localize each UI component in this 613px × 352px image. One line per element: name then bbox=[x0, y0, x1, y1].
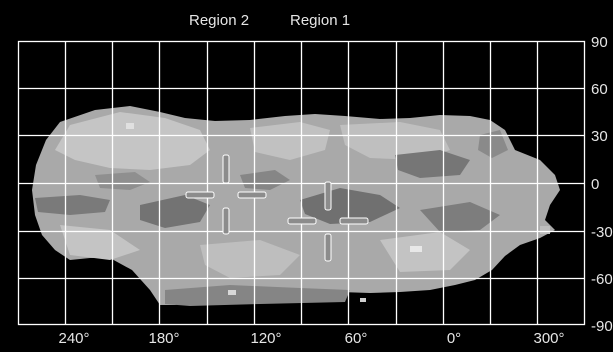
bright-patch bbox=[360, 298, 366, 302]
mosaic-light-1 bbox=[55, 112, 210, 170]
mosaic-dark-2 bbox=[140, 195, 210, 228]
region-1-label: Region 1 bbox=[290, 12, 351, 29]
lon-label-120: 120° bbox=[250, 330, 282, 347]
bright-patch bbox=[228, 290, 236, 295]
region-2-label: Region 2 bbox=[189, 12, 250, 29]
lon-label-180: 180° bbox=[148, 330, 180, 347]
mosaic-dark-9 bbox=[95, 172, 150, 190]
mosaic-light-4 bbox=[60, 225, 140, 260]
surface-mosaic bbox=[32, 106, 560, 306]
lat-label-0: 0 bbox=[591, 176, 600, 193]
edge-patch bbox=[540, 226, 550, 234]
mosaic-light-5 bbox=[200, 240, 300, 278]
mosaic-dark-1 bbox=[35, 195, 110, 215]
lat-label-60: 60 bbox=[591, 81, 608, 98]
bright-patch bbox=[126, 123, 134, 129]
lon-label-300: 300° bbox=[533, 330, 565, 347]
region-2-crosshair-icon bbox=[185, 154, 267, 235]
mosaic-dark-4 bbox=[395, 150, 470, 178]
bright-patch bbox=[410, 246, 422, 252]
lon-label-60: 60° bbox=[344, 330, 368, 347]
mosaic-dark-7 bbox=[240, 170, 290, 190]
lat-label-90: 90 bbox=[591, 34, 608, 51]
lat-label-30: 30 bbox=[591, 128, 608, 145]
lat-label-minus-30: -30 bbox=[591, 224, 613, 241]
mosaic-dark-8 bbox=[478, 130, 508, 158]
mosaic-light-6 bbox=[380, 232, 470, 272]
mosaic-dark-6 bbox=[165, 285, 350, 306]
mosaic-dark-5 bbox=[420, 202, 500, 232]
lat-label-minus-90: -90 bbox=[591, 318, 613, 335]
mosaic-light-3 bbox=[340, 122, 450, 160]
lon-label-240: 240° bbox=[58, 330, 90, 347]
coordinate-grid bbox=[17, 40, 586, 326]
region-1-crosshair-icon bbox=[287, 181, 369, 262]
lon-label-0: 0° bbox=[446, 330, 462, 347]
lat-label-minus-60: -60 bbox=[591, 271, 613, 288]
mosaic-light-2 bbox=[250, 122, 330, 160]
